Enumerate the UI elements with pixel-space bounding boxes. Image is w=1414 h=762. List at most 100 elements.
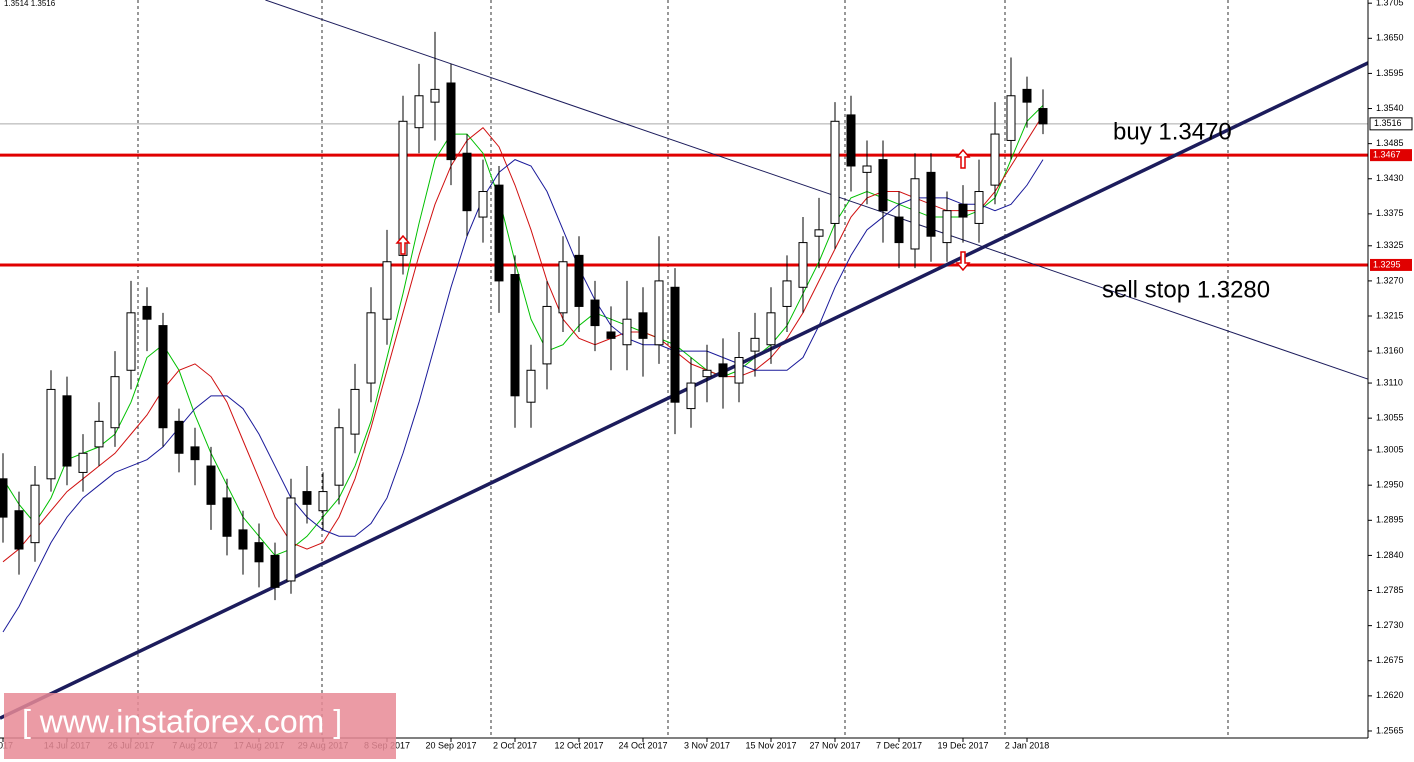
x-tick-label: 27 Nov 2017 [809,740,860,750]
candle-body [590,299,600,327]
y-tick-label: 1.3110 [1376,377,1403,387]
y-tick-label: 1.3005 [1376,444,1404,454]
candle-body [318,491,328,512]
candle-body [702,369,712,378]
candle-body [1038,108,1048,125]
candle-body [494,184,504,282]
candle-body [542,305,552,365]
y-tick-label: 1.3650 [1376,33,1404,43]
candle-body [798,242,808,288]
candle-body [478,191,488,218]
candle-body [110,376,120,429]
candle-body [926,171,936,237]
candle-body [350,388,360,435]
candle-body [142,305,152,320]
y-tick-label: 1.3160 [1376,345,1404,355]
y-tick-label: 1.2840 [1376,550,1404,560]
candle-body [286,497,296,582]
y-tick-label: 1.3375 [1376,208,1404,218]
candle-body [126,312,136,371]
candle-body [94,420,104,448]
candle-body [430,88,440,103]
y-tick-label: 1.2675 [1376,655,1404,665]
candle-body [830,120,840,224]
candle-body [558,261,568,314]
x-tick-label: 2 Oct 2017 [493,740,537,750]
x-tick-label: 12 Oct 2017 [554,740,603,750]
candle-body [942,210,952,244]
level-label: 1.3295 [1373,259,1401,269]
candle-body [46,388,56,480]
candle-body [878,159,888,212]
signal-arrows [395,148,971,272]
last-price-box [1369,117,1413,131]
trendline [265,0,1368,380]
candle-body [638,312,648,339]
candle-body [974,191,984,224]
candle-body [62,395,72,467]
x-tick-label: 3 Nov 2017 [684,740,730,750]
y-tick-label: 1.3705 [1376,0,1404,8]
candle-body [510,274,520,397]
candle-body [606,331,616,339]
y-tick-label: 1.3270 [1376,275,1404,285]
candle-body [14,510,24,550]
candle-body [958,203,968,218]
candle-body [654,280,664,346]
candle-body [414,95,424,129]
candle-body [814,229,824,237]
y-tick-label: 1.3430 [1376,173,1404,183]
candle-body [222,497,232,537]
x-tick-label: 24 Oct 2017 [618,740,667,750]
x-tick-label: 15 Nov 2017 [745,740,796,750]
candle-body [622,318,632,346]
candle-body [782,280,792,307]
y-tick-label: 1.2565 [1376,725,1404,735]
candle-body [734,357,744,384]
x-tick-label: 20 Sep 2017 [425,740,476,750]
candle-body [206,465,216,505]
up-arrow [955,148,971,169]
level-label: 1.3467 [1373,150,1401,160]
y-tick-label: 1.3215 [1376,310,1404,320]
x-tick-label: 19 Dec 2017 [937,740,988,750]
plot-area [0,0,1368,720]
candle-body [1006,95,1016,141]
down-arrow [955,251,971,272]
candle-body [382,261,392,320]
candle-body [462,152,472,212]
watermark-box [4,693,396,759]
y-tick-label: 1.2895 [1376,515,1404,525]
trendline [0,60,1368,720]
candle-body [254,542,264,563]
candle-body [686,382,696,410]
level-label-box [1370,149,1412,162]
candle-body [990,133,1000,186]
candle-body [766,312,776,346]
candle-body [526,369,536,403]
x-tick-label: 2 Jan 2018 [1005,740,1050,750]
candle-body [894,216,904,244]
indicator-line [2,104,1044,557]
y-tick-label: 1.3055 [1376,413,1404,423]
y-tick-label: 1.3540 [1376,103,1404,113]
candle-body [846,114,856,167]
candle-body [574,254,584,307]
level-label-box [1370,258,1412,271]
y-tick-label: 1.2785 [1376,585,1404,595]
candle-body [238,529,248,550]
candle-body [334,427,344,486]
candle-body [398,120,408,256]
y-tick-label: 1.2620 [1376,690,1404,700]
annotation: buy 1.3470 [1113,118,1232,145]
y-tick-label: 1.2950 [1376,480,1404,490]
candle-body [0,478,8,518]
up-arrow [395,234,411,255]
candle-body [174,420,184,454]
candle-body [446,82,456,161]
candle-body [190,446,200,461]
price-info: 1.3514 1.3516 [4,0,56,8]
candle-body [302,491,312,505]
candle-body [862,165,872,173]
